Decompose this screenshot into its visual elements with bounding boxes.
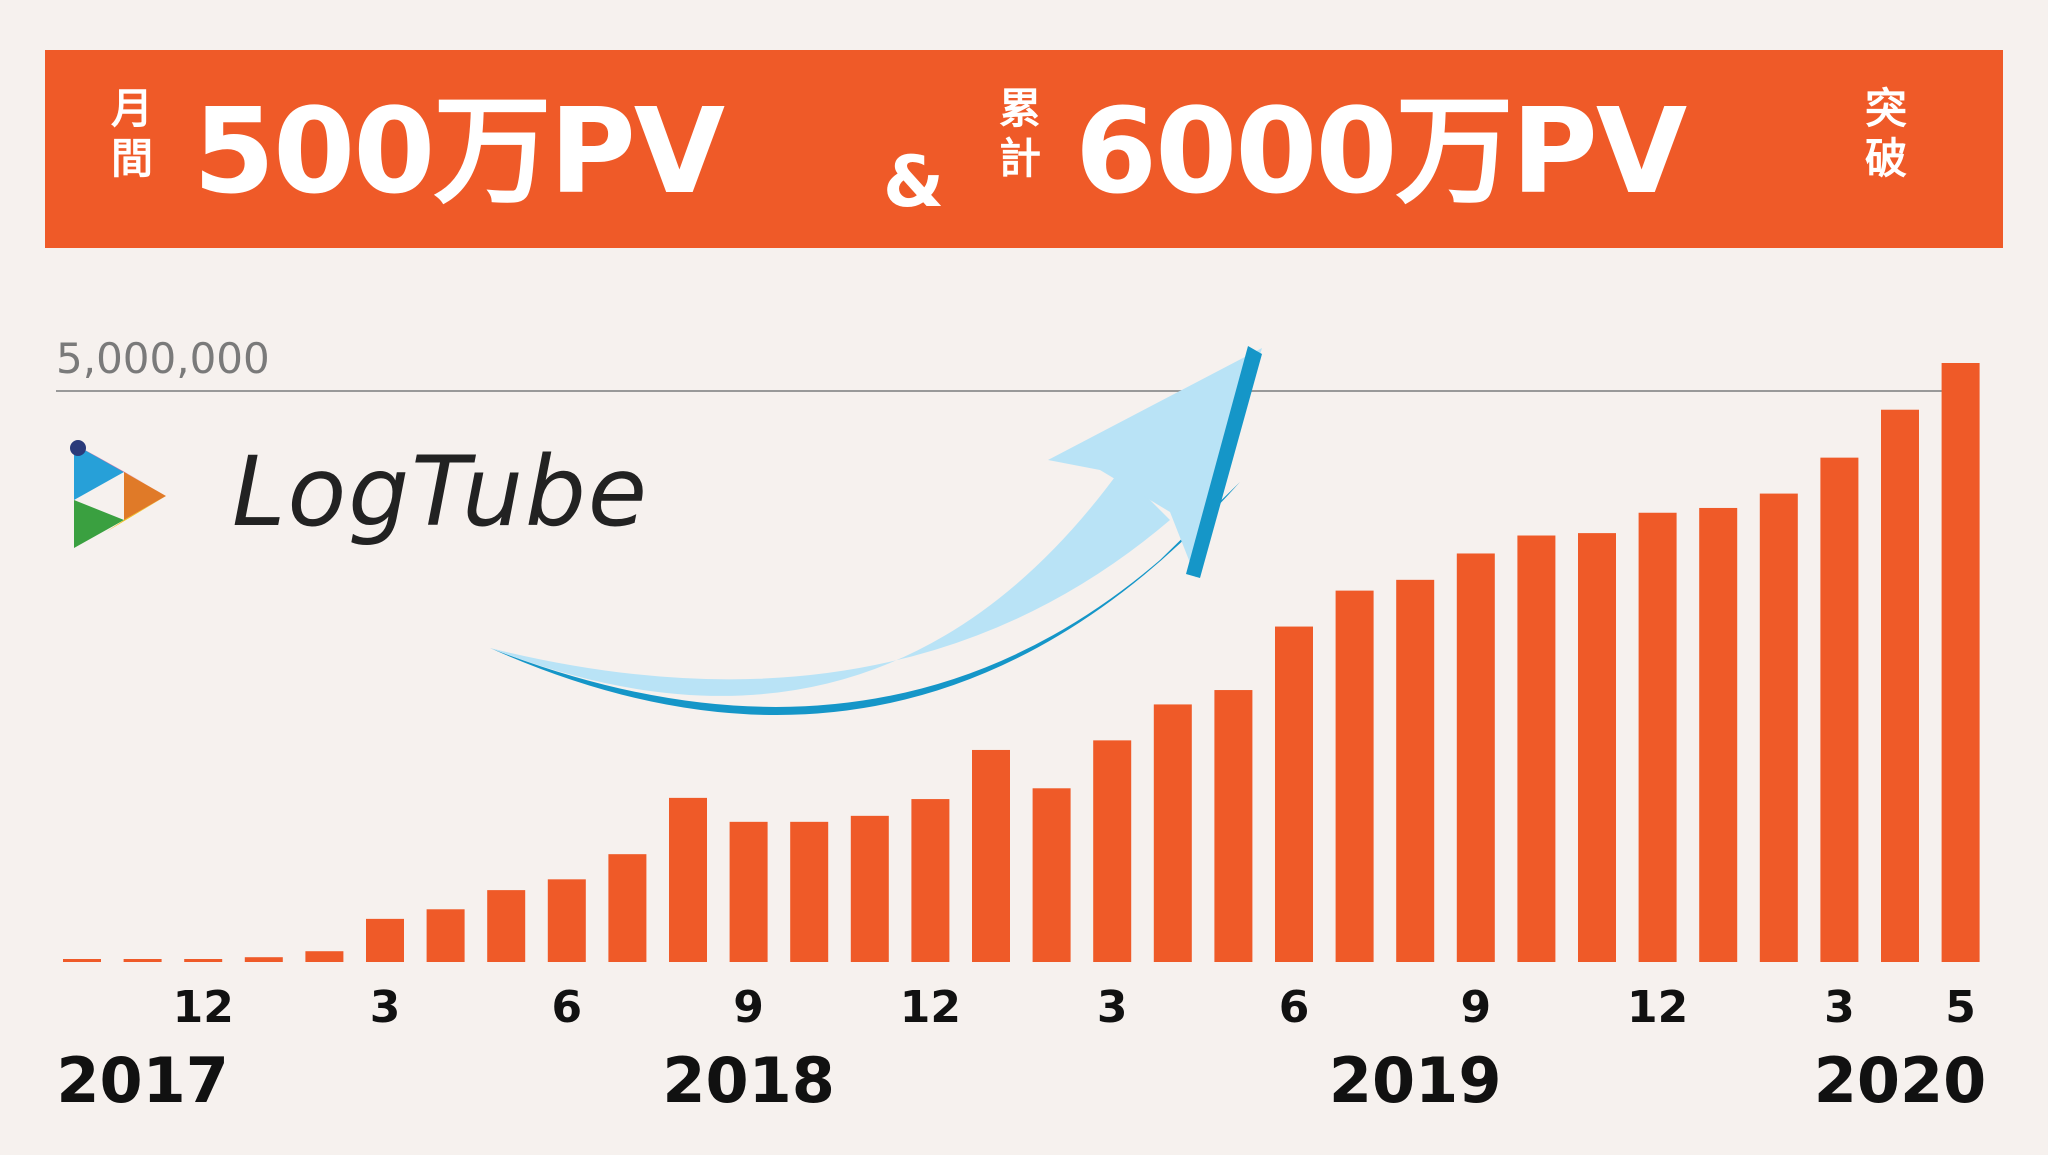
bar-2018-01 (244, 957, 283, 962)
bar-2019-08 (1396, 579, 1435, 962)
banner-char: 間 (110, 134, 153, 183)
bar-2017-10 (63, 959, 101, 962)
bar-2019-06 (1275, 626, 1313, 962)
year-label: 2020 (1814, 1044, 1987, 1117)
month-tick-label: 3 (1824, 982, 1855, 1033)
total-pv-value: 6000万PV (1075, 82, 1687, 220)
banner-char: 累 (998, 84, 1041, 133)
month-tick-label: 3 (1097, 982, 1128, 1033)
bar-2020-04 (1881, 409, 1919, 962)
banner-char: 計 (998, 134, 1041, 183)
bar-2018-09 (729, 821, 768, 962)
bar-2018-08 (669, 797, 707, 962)
monthly-pv-value: 500万PV (193, 82, 725, 220)
growth-arrow (490, 346, 1262, 716)
growth-arrow-body (490, 470, 1170, 696)
month-tick-label: 9 (1460, 982, 1491, 1033)
month-tick-label: 5 (1945, 982, 1976, 1033)
month-tick-label: 6 (551, 982, 582, 1033)
month-tick-label: 3 (370, 982, 401, 1033)
bar-2020-03 (1820, 457, 1859, 962)
banner-label-cumulative: 累 計 (995, 84, 1045, 184)
banner-label-monthly: 月 間 (107, 84, 157, 184)
growth-arrow-head-edge (1186, 346, 1262, 578)
logtube-wordmark: LogTube (232, 436, 649, 548)
month-tick-label: 12 (1627, 982, 1688, 1033)
bar-2019-10 (1517, 535, 1556, 962)
month-tick-label: 9 (733, 982, 764, 1033)
bar-2018-11 (850, 815, 889, 962)
banner-char: 突 (1864, 84, 1907, 133)
bar-2018-10 (790, 821, 829, 962)
banner-label-achieved: 突 破 (1861, 84, 1911, 184)
bar-2019-12 (1638, 512, 1677, 962)
bar-2019-05 (1214, 690, 1253, 962)
year-labels: 2017 2018 2019 2020 (56, 1044, 1986, 1117)
reference-line-label: 5,000,000 (56, 334, 270, 383)
ampersand: & (883, 141, 945, 223)
bar-2019-03 (1093, 740, 1132, 962)
bar-2020-05 (1941, 363, 1980, 962)
logtube-play-icon (70, 440, 166, 548)
bar-2018-04 (426, 909, 465, 962)
year-label: 2018 (662, 1044, 835, 1117)
month-tick-label: 6 (1279, 982, 1310, 1033)
banner-char: 破 (1864, 134, 1907, 183)
month-tick-label: 12 (900, 982, 961, 1033)
bar-2019-01 (972, 749, 1010, 962)
bar-2018-07 (608, 854, 647, 962)
bar-2018-03 (366, 918, 404, 962)
bar-2019-04 (1153, 704, 1192, 962)
month-tick-label: 12 (173, 982, 234, 1033)
bar-2018-06 (547, 879, 586, 962)
bar-2020-01 (1699, 507, 1738, 962)
year-label: 2019 (1329, 1044, 1502, 1117)
bar-2019-07 (1335, 590, 1374, 962)
header-banner: 月 間 500万PV & 累 計 6000万PV 突 破 (45, 50, 2003, 248)
bar-2018-02 (305, 951, 344, 962)
bar-2020-02 (1759, 493, 1798, 962)
bar-2018-12 (911, 799, 950, 962)
bar-2017-11 (123, 959, 162, 962)
year-label: 2017 (56, 1044, 229, 1117)
bars-group (63, 363, 1980, 962)
bar-2018-05 (487, 890, 526, 962)
bar-2019-02 (1032, 788, 1071, 962)
banner-char: 月 (110, 84, 153, 133)
bar-2019-09 (1456, 553, 1495, 962)
month-tick-labels: 12 3 6 9 12 3 6 9 12 3 5 (173, 982, 1976, 1033)
bar-2017-12 (184, 959, 223, 962)
bar-2019-11 (1578, 533, 1616, 962)
